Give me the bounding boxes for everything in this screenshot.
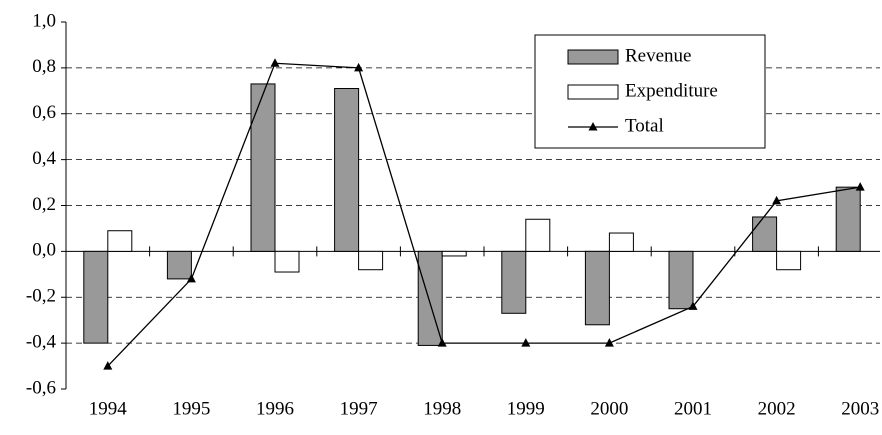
bar [334, 88, 360, 252]
x-tick-label: 2000 [590, 398, 628, 419]
total-marker [437, 338, 447, 347]
y-tick-label: 0,0 [32, 240, 56, 261]
bar [83, 250, 109, 344]
legend-label: Total [625, 115, 664, 136]
x-tick-label: 1997 [340, 398, 378, 419]
x-tick-label: 2001 [674, 398, 712, 419]
total-marker [103, 361, 113, 370]
total-marker [521, 338, 531, 347]
bar [776, 250, 802, 271]
y-tick-label: 0,8 [32, 56, 56, 77]
bar [668, 250, 694, 310]
bar [250, 83, 276, 252]
bar [441, 250, 467, 257]
bar [358, 250, 384, 271]
bar [107, 230, 133, 252]
bar [752, 216, 778, 252]
total-marker [772, 195, 782, 205]
x-tick-label: 1995 [172, 398, 210, 419]
bar [501, 250, 527, 314]
x-tick-label: 1994 [89, 398, 128, 419]
bar [584, 250, 610, 326]
y-tick-label: -0,6 [26, 377, 56, 398]
x-tick-label: 1999 [507, 398, 545, 419]
y-tick-label: -0,4 [26, 331, 57, 352]
bar [166, 250, 192, 280]
legend-swatch [567, 84, 619, 100]
x-tick-label: 2003 [841, 398, 879, 419]
bar [274, 250, 300, 273]
legend-label: Revenue [625, 45, 691, 66]
y-tick-label: -0,2 [26, 286, 56, 307]
legend-label: Expenditure [625, 80, 718, 101]
total-marker [186, 273, 196, 283]
total-marker [270, 58, 280, 67]
total-marker [354, 62, 364, 72]
bar [608, 232, 634, 252]
bar [525, 218, 551, 252]
bar [835, 186, 861, 252]
y-tick-label: 0,2 [32, 194, 56, 215]
total-line [107, 62, 861, 367]
legend-marker [588, 122, 598, 131]
x-tick-label: 1998 [423, 398, 461, 419]
y-tick-label: 0,6 [32, 102, 56, 123]
legend-swatch [567, 49, 619, 65]
total-marker [604, 338, 614, 347]
x-tick-label: 2002 [758, 398, 796, 419]
y-tick-label: 0,4 [32, 148, 56, 169]
y-tick-label: 1,0 [32, 10, 56, 31]
x-tick-label: 1996 [256, 398, 294, 419]
total-marker [855, 182, 865, 191]
total-marker [688, 301, 698, 310]
